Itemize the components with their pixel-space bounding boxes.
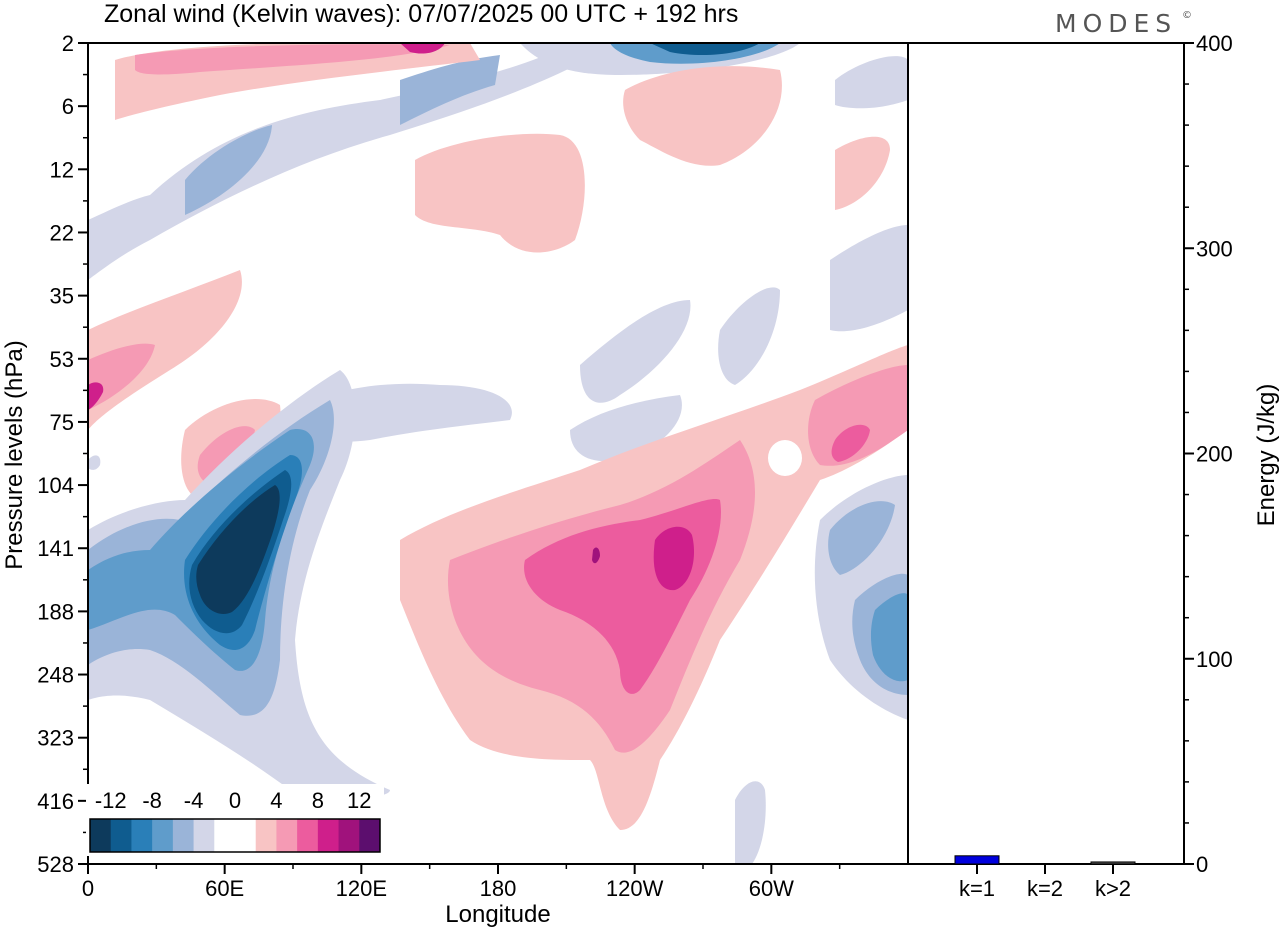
colorbar: -12 -8 -4 0 4 8 12	[86, 784, 384, 856]
colorbar-swatch	[214, 819, 236, 852]
energy-category-label: k=2	[1027, 876, 1063, 901]
colorbar-swatch	[338, 819, 360, 852]
contour-neg-center-mid-1	[580, 300, 691, 403]
colorbar-swatch	[297, 819, 319, 852]
contour-neg-center-mid-3	[718, 287, 780, 385]
x-tick-label: 60E	[205, 876, 244, 901]
brand-registered-mark: ©	[1182, 10, 1192, 21]
colorbar-label: -8	[142, 788, 162, 813]
y-tick-label: 53	[50, 347, 74, 372]
colorbar-swatch	[193, 819, 215, 852]
contour-pos-right-lvl2	[808, 365, 908, 466]
x-tick-label: 60W	[749, 876, 794, 901]
contour-pos-core-lvl5	[592, 547, 600, 564]
colorbar-swatch	[255, 819, 277, 852]
y-tick-label: 104	[37, 473, 74, 498]
energy-bars: k=1 k=2 k>2	[954, 855, 1136, 901]
y-tick-label: 416	[37, 789, 74, 814]
contour-neg-bottom-right	[735, 781, 766, 864]
colorbar-swatch	[172, 819, 195, 852]
energy-tick-label: 0	[1196, 852, 1208, 877]
colorbar-label: 8	[312, 788, 324, 813]
colorbar-swatch	[276, 819, 298, 852]
contour-neg-left-upper-small	[88, 455, 101, 470]
contour-neg-upper-band-2	[185, 125, 272, 215]
contour-hole-right	[768, 440, 802, 476]
contour-neg-upper-band	[88, 43, 616, 280]
contour-pos-top-left-3	[400, 43, 445, 54]
colorbar-label: -4	[184, 788, 204, 813]
y-tick-label: 12	[50, 157, 74, 182]
contour-neg-right-lower-lvl3	[870, 593, 908, 682]
y-tick-label: 188	[37, 599, 74, 624]
energy-tick-label: 300	[1196, 236, 1233, 261]
colorbar-swatch	[152, 819, 174, 852]
colorbar-label: 4	[270, 788, 282, 813]
energy-category-label: k=1	[959, 876, 995, 901]
x-tick-label: 0	[82, 876, 94, 901]
contour-neg-core-lvl6	[196, 485, 280, 615]
y-tick-label: 6	[62, 94, 74, 119]
colorbar-label: 12	[347, 788, 371, 813]
contour-neg-top-core-3	[650, 43, 760, 55]
y-tick-label: 22	[50, 220, 74, 245]
energy-tick-label: 100	[1196, 647, 1233, 672]
contour-pos-left-mid-3	[88, 382, 104, 410]
contour-pos-far-right-upper	[835, 136, 890, 210]
x-axis-label: Longitude	[445, 901, 550, 928]
contour-neg-upper-band-3	[400, 55, 500, 125]
y-tick-label: 75	[50, 410, 74, 435]
energy-category-label: k>2	[1095, 876, 1131, 901]
contour-pos-right-upper	[623, 66, 782, 166]
colorbar-swatch	[235, 819, 257, 852]
contour-pos-left-mid	[88, 270, 242, 430]
contour-pos-mid-upper	[415, 133, 585, 253]
x-tick-label: 180	[480, 876, 517, 901]
contour-neg-right-mid	[830, 225, 908, 332]
energy-axis-label: Energy (J/kg)	[1253, 384, 1280, 527]
y-tick-label: 35	[50, 284, 74, 309]
y-tick-label: 141	[37, 536, 74, 561]
energy-tick-label: 400	[1196, 31, 1233, 56]
colorbar-label: -12	[95, 788, 127, 813]
colorbar-frame	[89, 818, 381, 853]
y-tick-label: 323	[37, 726, 74, 751]
energy-axis: 0 100 200 300 400	[1184, 31, 1233, 877]
contour-neg-right-upper	[835, 56, 908, 109]
colorbar-swatch	[131, 819, 153, 852]
y-tick-label: 248	[37, 663, 74, 688]
y-tick-label: 2	[62, 31, 74, 56]
colorbar-swatch	[110, 819, 132, 852]
x-tick-label: 120W	[606, 876, 664, 901]
contour-pos-right-lvl3	[831, 424, 870, 462]
heatmap-panel	[87, 42, 909, 865]
y-tick-label: 528	[37, 852, 74, 877]
contour-pos-left-lower-2	[197, 426, 255, 485]
pressure-axis: 2 6 12 22 35 53 75 104 141 188 248 323 416 528	[37, 31, 88, 877]
colorbar-swatch	[90, 819, 112, 852]
x-tick-label: 120E	[336, 876, 387, 901]
contour-pos-left-mid-2	[88, 343, 155, 410]
colorbar-label: 0	[229, 788, 241, 813]
contour-pos-core-lvl4	[653, 526, 695, 591]
energy-bar-3	[1090, 861, 1136, 865]
energy-panel: k=1 k=2 k>2 0 100 200 300 400	[907, 31, 1233, 901]
energy-bar-1	[954, 855, 1000, 865]
longitude-axis: 0 60E 120E 180 120W 60W	[82, 864, 841, 901]
contour-pos-top-left-2	[135, 44, 450, 75]
y-axis-label: Pressure levels (hPa)	[1, 340, 28, 569]
energy-tick-label: 200	[1196, 442, 1233, 467]
colorbar-swatch	[359, 819, 381, 852]
wind-contours	[88, 43, 908, 864]
colorbar-swatch	[317, 819, 340, 852]
chart-title: Zonal wind (Kelvin waves): 07/07/2025 00…	[104, 0, 738, 28]
energy-panel-frame	[907, 42, 1185, 865]
brand-logo: MODES	[1055, 9, 1177, 38]
